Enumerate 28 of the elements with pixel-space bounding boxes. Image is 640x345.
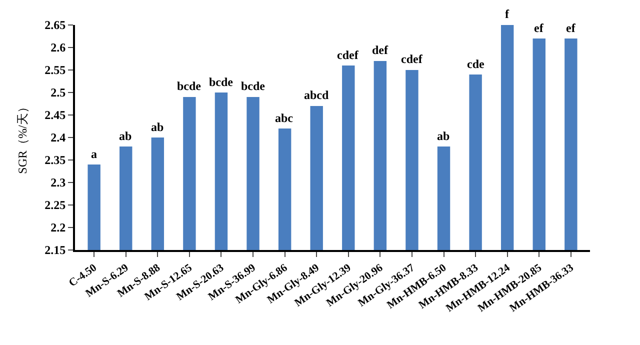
annotation: bcde (241, 79, 266, 93)
y-tick-label: 2.55 (44, 63, 66, 78)
y-tick-label: 2.15 (44, 243, 66, 258)
y-tick-label: 2.65 (44, 18, 66, 32)
annotation: f (505, 7, 510, 21)
annotation: abc (275, 111, 294, 125)
annotation: abcd (304, 88, 329, 102)
y-tick-label: 2.4 (50, 130, 66, 145)
y-tick-label: 2.2 (50, 220, 66, 235)
y-tick-label: 2.45 (44, 108, 66, 122)
annotation: ab (151, 120, 164, 134)
annotation: bcde (209, 75, 234, 89)
annotation: def (372, 43, 389, 57)
y-tick-label: 2.35 (44, 153, 66, 168)
annotation: bcde (177, 79, 202, 93)
y-tick-label: 2.3 (50, 176, 66, 190)
annotation: cdef (401, 52, 424, 66)
annotation: cdef (337, 48, 360, 62)
y-tick-label: 2.5 (50, 86, 66, 100)
annotation: ef (566, 21, 576, 35)
y-axis-title: SGR（%/天） (15, 101, 30, 174)
annotation: ab (119, 129, 132, 143)
y-tick-label: 2.25 (44, 198, 66, 212)
annotation: ab (437, 129, 450, 143)
annotation: a (91, 147, 97, 161)
y-tick-label: 2.6 (50, 40, 66, 55)
annotation: cde (467, 57, 485, 71)
annotation: ef (534, 21, 544, 35)
